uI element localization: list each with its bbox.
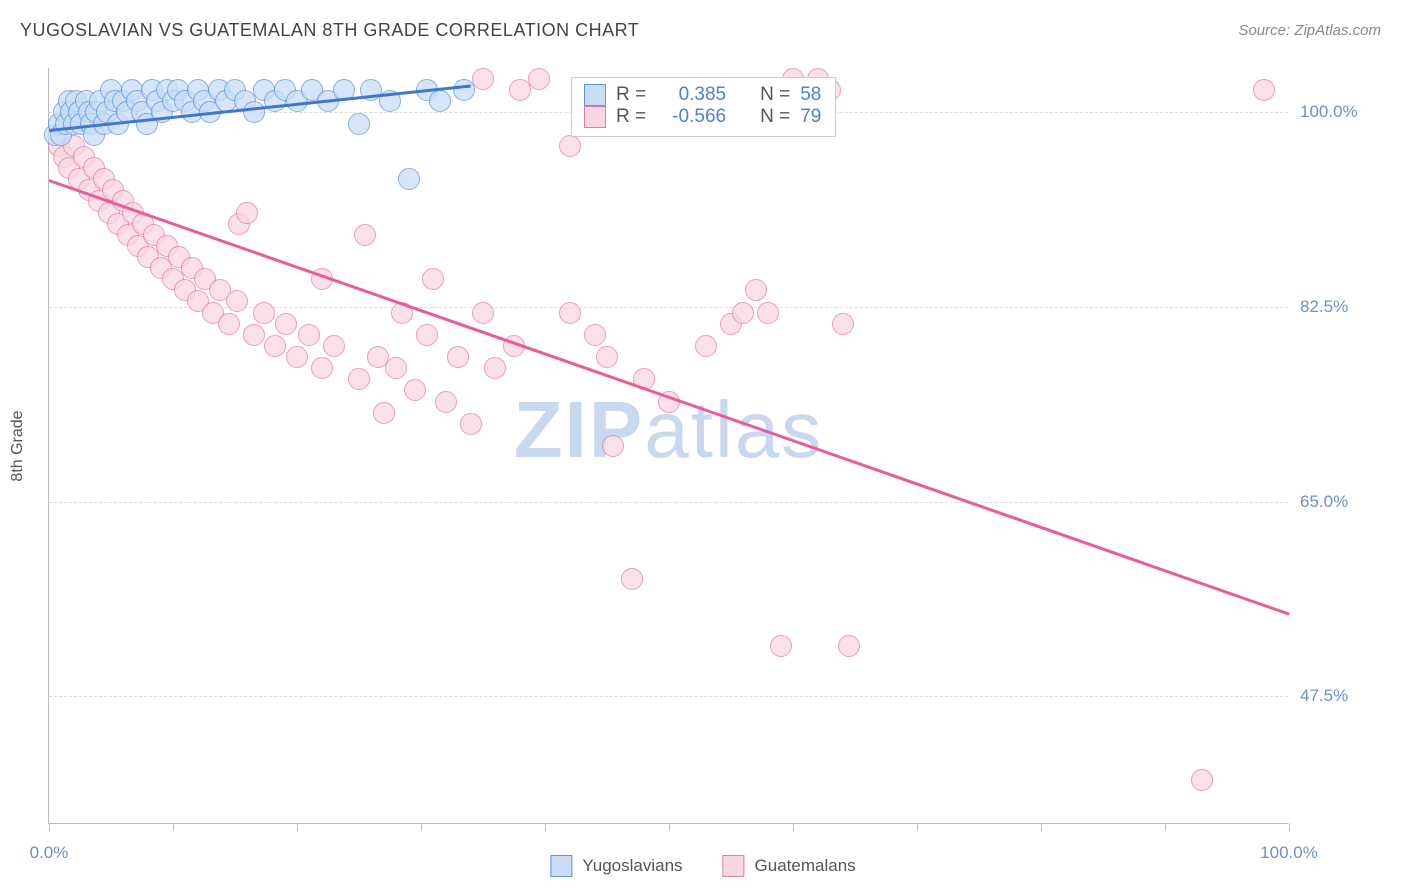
scatter-point <box>385 357 407 379</box>
scatter-point <box>1253 79 1275 101</box>
scatter-point <box>602 435 624 457</box>
x-tick-label: 0.0% <box>30 843 69 863</box>
x-tick <box>297 823 298 831</box>
stats-legend: R = 0.385 N = 58 R = -0.566 N = 79 <box>571 77 836 137</box>
y-axis-title: 8th Grade <box>9 410 27 481</box>
scatter-point <box>757 302 779 324</box>
scatter-point <box>253 302 275 324</box>
x-tick <box>421 823 422 831</box>
r-label: R = <box>616 106 646 128</box>
gridline <box>49 696 1288 697</box>
scatter-point <box>484 357 506 379</box>
x-tick-label: 100.0% <box>1260 843 1318 863</box>
scatter-point <box>745 279 767 301</box>
scatter-point <box>275 313 297 335</box>
scatter-point <box>416 324 438 346</box>
y-tick-label: 65.0% <box>1300 492 1380 512</box>
stats-legend-row: R = 0.385 N = 58 <box>584 84 821 106</box>
n-value: 58 <box>800 84 821 106</box>
x-tick <box>669 823 670 831</box>
scatter-point <box>528 68 550 90</box>
x-tick <box>1041 823 1042 831</box>
scatter-point <box>832 313 854 335</box>
plot-area: ZIPatlas 47.5%65.0%82.5%100.0%0.0%100.0%… <box>48 68 1288 824</box>
scatter-point <box>472 68 494 90</box>
scatter-point <box>404 379 426 401</box>
scatter-point <box>584 324 606 346</box>
r-label: R = <box>616 84 646 106</box>
scatter-point <box>1191 769 1213 791</box>
scatter-point <box>422 268 444 290</box>
y-tick-label: 47.5% <box>1300 686 1380 706</box>
chart-title: YUGOSLAVIAN VS GUATEMALAN 8TH GRADE CORR… <box>20 20 639 41</box>
scatter-point <box>236 202 258 224</box>
x-tick <box>173 823 174 831</box>
scatter-point <box>429 90 451 112</box>
scatter-point <box>435 391 457 413</box>
series-legend-label: Yugoslavians <box>582 856 682 876</box>
source-label: Source: ZipAtlas.com <box>1238 22 1381 39</box>
scatter-point <box>559 135 581 157</box>
scatter-point <box>460 413 482 435</box>
n-label: N = <box>760 106 790 128</box>
x-tick <box>1165 823 1166 831</box>
scatter-point <box>348 113 370 135</box>
r-value: 0.385 <box>656 84 726 106</box>
scatter-point <box>373 402 395 424</box>
y-tick-label: 82.5% <box>1300 297 1380 317</box>
n-label: N = <box>760 84 790 106</box>
series-legend-label: Guatemalans <box>755 856 856 876</box>
scatter-point <box>695 335 717 357</box>
scatter-point <box>621 568 643 590</box>
gridline <box>49 502 1288 503</box>
scatter-point <box>311 357 333 379</box>
x-tick <box>917 823 918 831</box>
series-legend-item: Guatemalans <box>723 855 856 877</box>
scatter-point <box>243 101 265 123</box>
trend-line <box>49 179 1290 615</box>
scatter-point <box>732 302 754 324</box>
scatter-point <box>447 346 469 368</box>
scatter-point <box>453 79 475 101</box>
scatter-point <box>472 302 494 324</box>
n-value: 79 <box>800 106 821 128</box>
scatter-point <box>264 335 286 357</box>
scatter-point <box>398 168 420 190</box>
scatter-point <box>596 346 618 368</box>
legend-swatch <box>584 84 606 106</box>
y-tick-label: 100.0% <box>1300 102 1380 122</box>
scatter-point <box>218 313 240 335</box>
scatter-point <box>298 324 320 346</box>
legend-swatch <box>723 855 745 877</box>
scatter-point <box>770 635 792 657</box>
x-tick <box>545 823 546 831</box>
legend-swatch <box>584 106 606 128</box>
series-legend: Yugoslavians Guatemalans <box>550 855 855 877</box>
stats-legend-row: R = -0.566 N = 79 <box>584 106 821 128</box>
x-tick <box>1289 823 1290 831</box>
scatter-point <box>226 290 248 312</box>
scatter-point <box>286 346 308 368</box>
scatter-point <box>838 635 860 657</box>
legend-swatch <box>550 855 572 877</box>
watermark-zip: ZIP <box>514 385 644 474</box>
scatter-point <box>243 324 265 346</box>
scatter-point <box>559 302 581 324</box>
x-tick <box>49 823 50 831</box>
x-tick <box>793 823 794 831</box>
scatter-point <box>323 335 345 357</box>
scatter-point <box>348 368 370 390</box>
series-legend-item: Yugoslavians <box>550 855 682 877</box>
r-value: -0.566 <box>656 106 726 128</box>
scatter-point <box>354 224 376 246</box>
